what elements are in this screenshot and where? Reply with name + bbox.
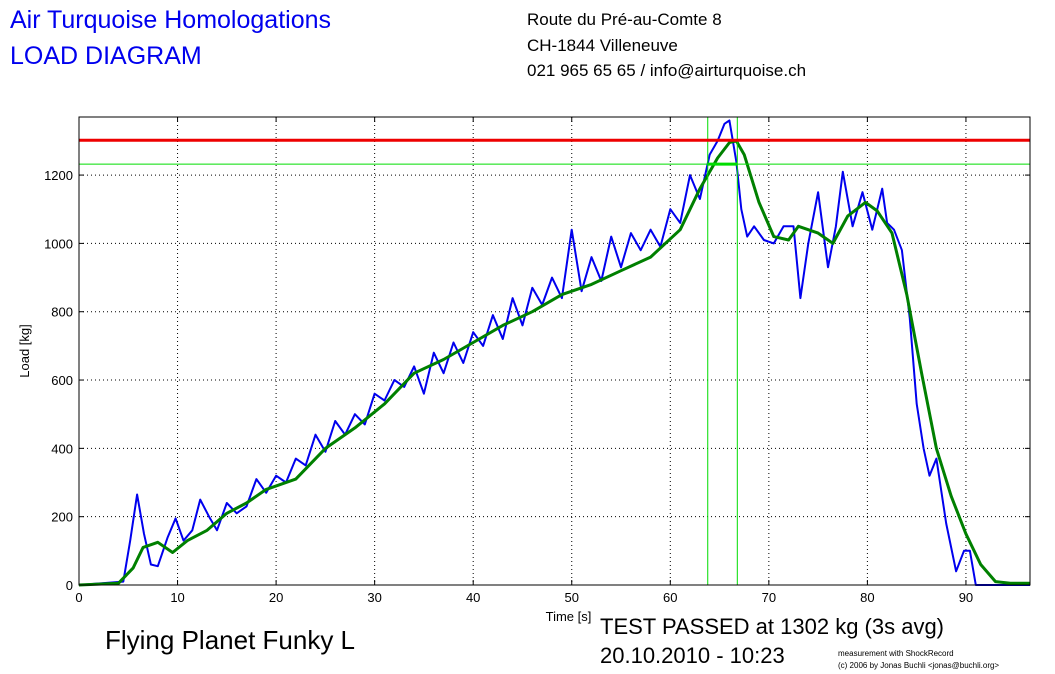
grid-lines bbox=[79, 117, 1030, 585]
y-tick-label: 1200 bbox=[44, 168, 73, 183]
x-tick-label: 70 bbox=[762, 590, 776, 605]
y-tick-label: 400 bbox=[51, 441, 73, 456]
x-tick-label: 0 bbox=[75, 590, 82, 605]
report-subtitle: LOAD DIAGRAM bbox=[10, 42, 202, 70]
x-axis-label: Time [s] bbox=[546, 609, 592, 624]
credit-line: measurement with ShockRecord bbox=[838, 649, 954, 658]
test-datetime: 20.10.2010 - 10:23 bbox=[600, 643, 785, 668]
address-contact: 021 965 65 65 / info@airturquoise.ch bbox=[527, 61, 807, 80]
plot-border bbox=[78, 116, 1031, 586]
x-tick-label: 40 bbox=[466, 590, 480, 605]
address-city: CH-1844 Villeneuve bbox=[527, 36, 678, 55]
x-tick-label: 60 bbox=[663, 590, 677, 605]
y-axis-label: Load [kg] bbox=[17, 324, 32, 378]
y-tick-label: 600 bbox=[51, 373, 73, 388]
x-tick-label: 90 bbox=[959, 590, 973, 605]
raw-load-line bbox=[78, 119, 1030, 586]
y-tick-label: 1000 bbox=[44, 236, 73, 251]
test-result: TEST PASSED at 1302 kg (3s avg) bbox=[600, 614, 945, 639]
x-tick-label: 50 bbox=[565, 590, 579, 605]
x-tick-label: 80 bbox=[860, 590, 874, 605]
chart-marks bbox=[78, 117, 1030, 587]
x-tick-label: 20 bbox=[269, 590, 283, 605]
copyright-line: (c) 2006 by Jonas Buchli <jonas@buchli.o… bbox=[838, 661, 1000, 670]
average-load-line bbox=[78, 139, 1030, 587]
y-tick-label: 200 bbox=[51, 510, 73, 525]
x-tick-label: 30 bbox=[367, 590, 381, 605]
x-tick-label: 10 bbox=[170, 590, 184, 605]
y-tick-label: 0 bbox=[66, 578, 73, 593]
address-street: Route du Pré-au-Comte 8 bbox=[527, 10, 722, 29]
report-title: Air Turquoise Homologations bbox=[10, 6, 331, 34]
axis-ticks: 0 10 20 30 40 50 60 70 80 90 0 200 400 600 800 1000 1200 bbox=[44, 117, 1030, 605]
product-name: Flying Planet Funky L bbox=[105, 625, 356, 655]
y-tick-label: 800 bbox=[51, 305, 73, 320]
